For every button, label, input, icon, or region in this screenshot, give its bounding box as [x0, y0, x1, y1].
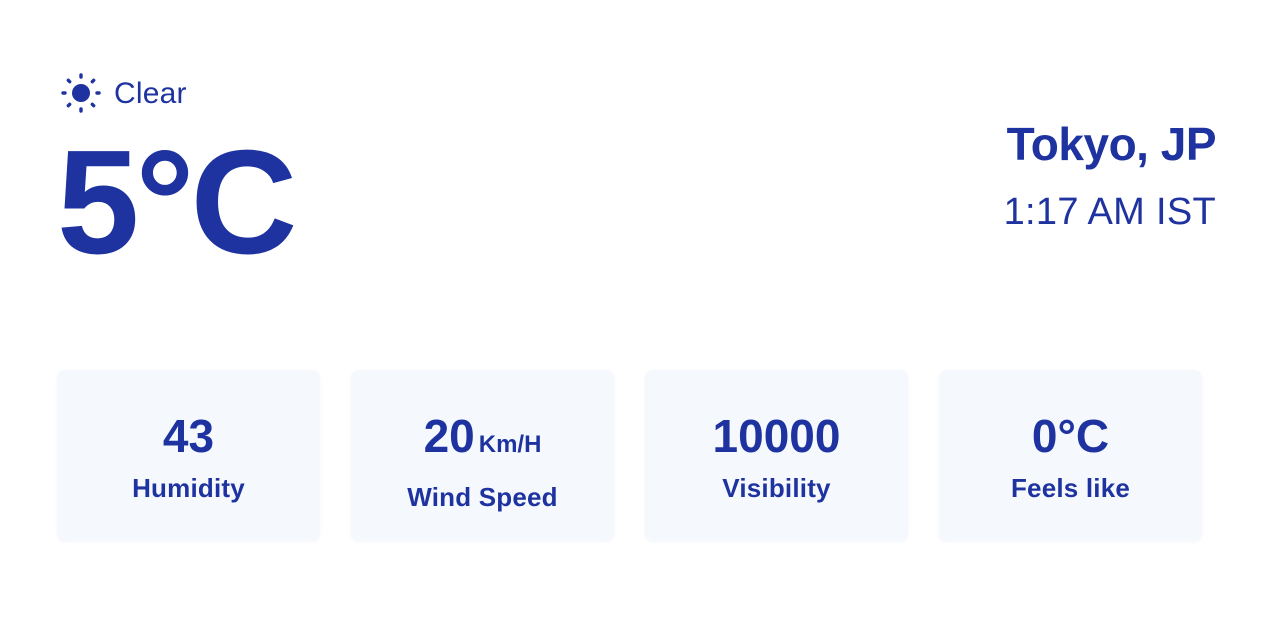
wind-speed-card: 20 Km/H Wind Speed — [351, 370, 614, 541]
stat-label: Feels like — [1010, 473, 1131, 503]
city-name: Tokyo, JP — [1006, 118, 1217, 170]
stat-value: 20 Km/H — [423, 410, 542, 462]
humidity-card: 43 Humidity — [57, 370, 320, 541]
weather-condition: Clear — [61, 73, 187, 115]
current-temperature: 5°C — [57, 120, 297, 285]
local-time: 1:17 AM IST — [1003, 191, 1216, 233]
visibility-card: 10000 Visibility — [645, 370, 908, 541]
weather-stats: 43 Humidity 20 Km/H Wind Speed 10000 Visi… — [57, 370, 1202, 541]
stat-label: Visibility — [722, 473, 831, 503]
stat-value: 10000 — [712, 410, 841, 462]
stat-value: 0°C — [1031, 410, 1110, 462]
location-info: Tokyo, JP 1:17 AM IST — [1003, 116, 1217, 236]
condition-label: Clear — [114, 77, 187, 110]
stat-unit: Km/H — [478, 431, 542, 458]
stat-label: Humidity — [132, 473, 245, 503]
sun-icon — [61, 73, 103, 115]
feels-like-card: 0°C Feels like — [939, 370, 1202, 541]
stat-value: 43 — [162, 410, 215, 462]
stat-label: Wind Speed — [407, 482, 558, 512]
